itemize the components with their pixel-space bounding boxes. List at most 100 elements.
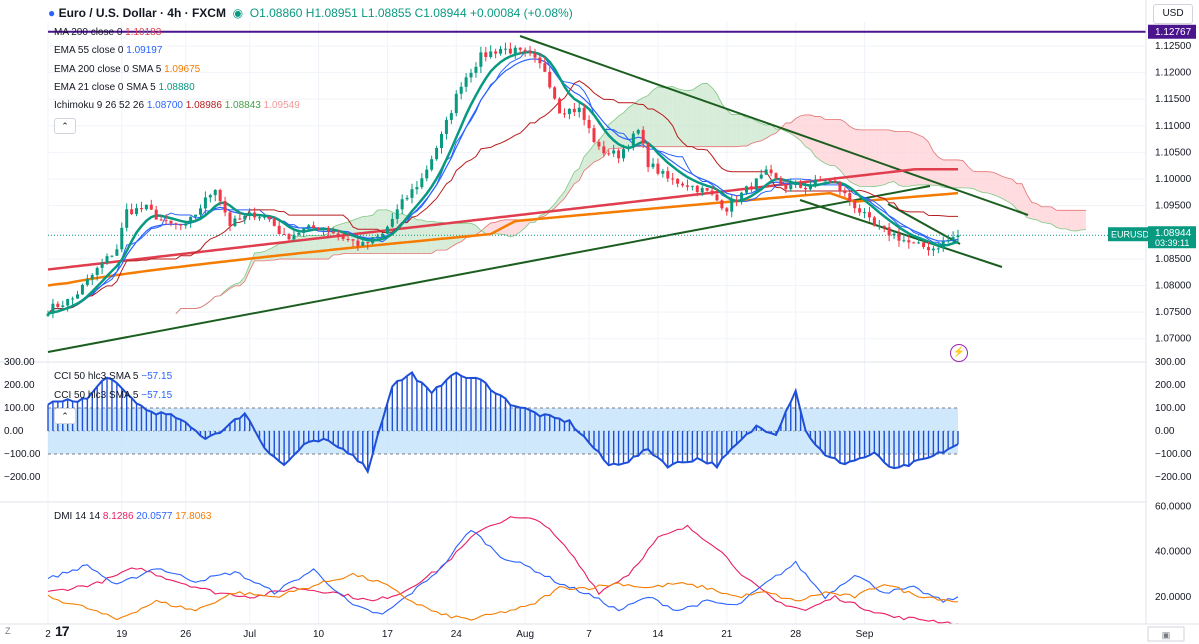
ema200-line bbox=[47, 191, 959, 287]
candle-body bbox=[267, 216, 271, 219]
legend-value: 8.1286 bbox=[102, 511, 134, 522]
time-tick-label: 21 bbox=[721, 629, 733, 640]
candle-body bbox=[715, 194, 719, 201]
goto-date-button[interactable]: Z bbox=[5, 626, 11, 636]
candle-body bbox=[312, 225, 316, 229]
candle-body bbox=[951, 237, 955, 241]
candle-body bbox=[154, 209, 158, 220]
candle-body bbox=[420, 178, 424, 188]
candle-body bbox=[858, 208, 862, 213]
candle-body bbox=[410, 189, 414, 198]
currency-button[interactable]: USD bbox=[1153, 4, 1193, 24]
legend-value: 1.08843 bbox=[224, 100, 261, 111]
cloud-segment bbox=[918, 135, 924, 185]
legend-dmi[interactable]: DMI 14 14 8.1286 20.0577 17.8063 bbox=[54, 511, 211, 522]
candle-body bbox=[380, 233, 384, 237]
cloud-segment bbox=[397, 213, 403, 254]
cloud-segment bbox=[953, 159, 958, 188]
cloud-segment bbox=[466, 223, 472, 238]
candle-body bbox=[272, 218, 276, 226]
dmi-line-2 bbox=[47, 572, 959, 621]
legend-cci-2[interactable]: CCI 50 hlc3 SMA 5 −57.15 bbox=[54, 390, 172, 401]
collapse-cci-legend-button[interactable]: ⌃ bbox=[54, 408, 76, 424]
cloud-segment bbox=[1017, 183, 1022, 212]
candle-body bbox=[562, 113, 566, 115]
candle-body bbox=[430, 159, 434, 170]
last-price-tag bbox=[1148, 226, 1196, 249]
support-trendline bbox=[47, 185, 931, 353]
cloud-segment bbox=[367, 215, 373, 254]
candle-body bbox=[759, 174, 763, 179]
time-tick-label: 26 bbox=[180, 629, 192, 640]
candle-body bbox=[61, 305, 65, 307]
legend-cci-1[interactable]: CCI 50 hlc3 SMA 5 −57.15 bbox=[54, 371, 172, 382]
cloud-segment bbox=[697, 83, 703, 147]
ichimoku-cloud bbox=[175, 83, 1086, 315]
axis-ticks: 1.12500 1.12000 1.11500 1.11000 1.10500 1.100… bbox=[4, 24, 1196, 642]
cloud-segment bbox=[456, 223, 462, 244]
time-tick-label: 7 bbox=[586, 629, 592, 640]
legend-ema55[interactable]: EMA 55 close 0 1.09197 bbox=[54, 45, 162, 56]
candle-body bbox=[444, 119, 448, 134]
candle-body bbox=[607, 153, 611, 155]
cloud-segment bbox=[239, 276, 245, 286]
hline-price-tag-text: 1.12767 bbox=[1155, 27, 1192, 38]
cloud-segment bbox=[471, 223, 476, 237]
cloud-segment bbox=[830, 119, 836, 166]
price-tick-label: 1.09500 bbox=[1155, 201, 1192, 212]
collapse-legend-button[interactable]: ⌃ bbox=[54, 118, 76, 134]
candle-body bbox=[789, 185, 793, 190]
tradingview-logo[interactable]: 17 bbox=[55, 623, 70, 639]
candle-body bbox=[449, 113, 453, 120]
candle-body bbox=[656, 163, 660, 174]
cloud-segment bbox=[348, 220, 353, 254]
cci-left-tick-label: 100.00 bbox=[4, 403, 35, 414]
candle-body bbox=[710, 190, 714, 195]
symbol-tag bbox=[1108, 227, 1148, 242]
cloud-segment bbox=[736, 114, 742, 147]
market-status-icon: ◉ bbox=[229, 6, 247, 20]
candle-body bbox=[203, 197, 207, 209]
candle-body bbox=[597, 141, 601, 147]
candle-body bbox=[917, 242, 921, 244]
cloud-segment bbox=[967, 166, 973, 189]
candle-body bbox=[577, 107, 581, 113]
symbol-tag-text: EURUSD bbox=[1111, 230, 1150, 240]
candle-body bbox=[238, 218, 242, 220]
cloud-segment bbox=[987, 171, 993, 195]
cloud-segment bbox=[839, 119, 845, 177]
cloud-segment bbox=[741, 114, 747, 147]
candle-body bbox=[956, 235, 960, 238]
legend-ma200[interactable]: MA 200 close 0 1.10183 bbox=[54, 27, 161, 38]
price-tick-label: 1.11000 bbox=[1155, 121, 1191, 132]
cloud-segment bbox=[520, 219, 526, 232]
cloud-segment bbox=[908, 131, 914, 187]
tenkan-line bbox=[47, 50, 959, 315]
candle-body bbox=[528, 51, 532, 54]
candle-body bbox=[681, 183, 685, 186]
time-tick-label: 28 bbox=[790, 629, 802, 640]
cloud-segment bbox=[579, 156, 585, 181]
candle-body bbox=[720, 200, 724, 209]
candle-body bbox=[125, 209, 129, 228]
cloud-segment bbox=[564, 181, 570, 199]
legend-ichimoku[interactable]: Ichimoku 9 26 52 26 1.08700 1.08986 1.08… bbox=[54, 100, 300, 111]
candle-body bbox=[440, 133, 444, 149]
legend-ema21[interactable]: EMA 21 close 0 SMA 5 1.08880 bbox=[54, 82, 195, 93]
lightning-icon[interactable]: ⚡ bbox=[950, 344, 968, 362]
cloud-segment bbox=[1080, 210, 1086, 230]
candle-body bbox=[459, 86, 463, 94]
cloud-segment bbox=[992, 172, 998, 197]
cloud-segment bbox=[505, 219, 511, 238]
candle-body bbox=[533, 53, 537, 58]
cloud-segment bbox=[825, 119, 831, 166]
candle-body bbox=[46, 313, 50, 316]
price-tick-label: 1.07500 bbox=[1155, 307, 1192, 318]
symbol-title[interactable]: Euro / U.S. Dollar · 4h · FXCM bbox=[58, 6, 226, 20]
cloud-segment bbox=[1051, 206, 1057, 228]
senkou-a-line bbox=[175, 83, 1086, 315]
cloud-segment bbox=[416, 219, 422, 254]
candle-body bbox=[105, 256, 109, 264]
legend-ema200[interactable]: EMA 200 close 0 SMA 5 1.09675 bbox=[54, 64, 200, 75]
